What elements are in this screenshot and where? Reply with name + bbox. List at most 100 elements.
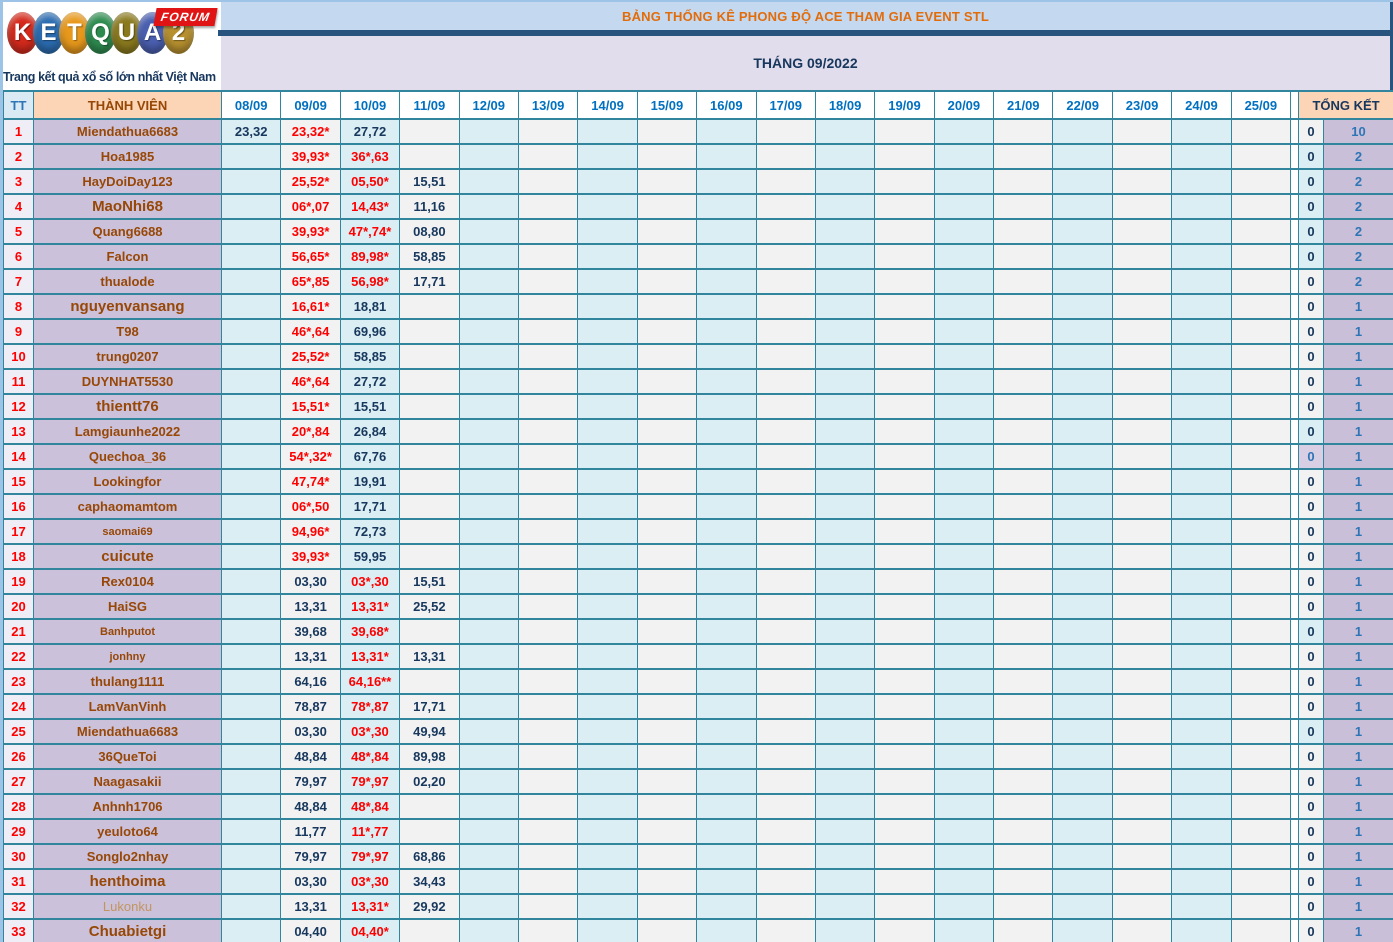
score-cell[interactable] (1111, 843, 1173, 870)
score-cell[interactable] (814, 218, 876, 245)
row-number-cell[interactable]: 21 (3, 618, 34, 645)
score-cell[interactable] (874, 893, 935, 920)
score-cell[interactable]: 39,93* (280, 543, 341, 570)
score-cell[interactable] (755, 618, 816, 645)
zero-count-cell[interactable]: 0 (1298, 243, 1325, 270)
total-count-cell[interactable]: 1 (1323, 418, 1393, 445)
score-cell[interactable] (755, 393, 816, 420)
score-cell[interactable]: 79*,97 (339, 768, 401, 795)
score-cell[interactable] (874, 393, 935, 420)
score-cell[interactable]: 78,87 (280, 693, 341, 720)
score-cell[interactable] (993, 118, 1054, 145)
score-cell[interactable] (933, 343, 995, 370)
score-cell[interactable]: 15,51 (339, 393, 401, 420)
score-cell[interactable]: 02,20 (399, 768, 460, 795)
member-name-cell[interactable]: Lukonku (33, 893, 222, 920)
zero-count-cell[interactable]: 0 (1298, 518, 1325, 545)
score-cell[interactable]: 69,96 (339, 318, 401, 345)
score-cell[interactable] (1230, 193, 1292, 220)
score-cell[interactable] (814, 168, 876, 195)
zero-count-cell[interactable]: 0 (1298, 118, 1325, 145)
score-cell[interactable] (1052, 293, 1113, 320)
score-cell[interactable] (993, 693, 1054, 720)
score-cell[interactable]: 04,40 (280, 918, 341, 942)
score-cell[interactable] (636, 418, 698, 445)
score-cell[interactable] (696, 893, 757, 920)
score-cell[interactable] (1052, 543, 1113, 570)
score-cell[interactable] (933, 218, 995, 245)
score-cell[interactable] (696, 868, 757, 895)
zero-count-cell[interactable]: 0 (1298, 918, 1325, 942)
score-cell[interactable] (696, 468, 757, 495)
score-cell[interactable] (517, 268, 579, 295)
score-cell[interactable] (577, 693, 638, 720)
score-cell[interactable] (1111, 218, 1173, 245)
row-number-cell[interactable]: 8 (3, 293, 34, 320)
row-number-cell[interactable]: 10 (3, 343, 34, 370)
score-cell[interactable] (458, 793, 519, 820)
score-cell[interactable] (1111, 293, 1173, 320)
zero-count-cell[interactable]: 0 (1298, 868, 1325, 895)
score-cell[interactable] (1230, 793, 1292, 820)
member-name-cell[interactable]: DUYNHAT5530 (33, 368, 222, 395)
score-cell[interactable] (517, 643, 579, 670)
score-cell[interactable] (517, 243, 579, 270)
score-cell[interactable] (636, 443, 698, 470)
score-cell[interactable] (220, 593, 282, 620)
score-cell[interactable] (933, 893, 995, 920)
score-cell[interactable] (1111, 868, 1173, 895)
score-cell[interactable] (458, 268, 519, 295)
total-count-cell[interactable]: 1 (1323, 393, 1393, 420)
score-cell[interactable] (399, 318, 460, 345)
score-cell[interactable] (636, 268, 698, 295)
zero-count-cell[interactable]: 0 (1298, 743, 1325, 770)
score-cell[interactable] (458, 143, 519, 170)
column-header-total[interactable]: TỔNG KẾT (1298, 90, 1393, 120)
score-cell[interactable] (1052, 368, 1113, 395)
score-cell[interactable] (755, 193, 816, 220)
score-cell[interactable] (933, 293, 995, 320)
row-number-cell[interactable]: 2 (3, 143, 34, 170)
score-cell[interactable]: 13,31 (280, 593, 341, 620)
score-cell[interactable] (993, 593, 1054, 620)
score-cell[interactable] (1111, 168, 1173, 195)
column-header-date[interactable]: 09/09 (280, 90, 341, 120)
zero-count-cell[interactable]: 0 (1298, 218, 1325, 245)
score-cell[interactable] (1111, 818, 1173, 845)
score-cell[interactable] (993, 393, 1054, 420)
score-cell[interactable] (696, 243, 757, 270)
score-cell[interactable] (814, 668, 876, 695)
score-cell[interactable] (1171, 743, 1232, 770)
score-cell[interactable] (1052, 818, 1113, 845)
score-cell[interactable]: 03*,30 (339, 568, 401, 595)
score-cell[interactable] (1230, 618, 1292, 645)
score-cell[interactable] (636, 168, 698, 195)
score-cell[interactable] (696, 293, 757, 320)
score-cell[interactable] (1111, 343, 1173, 370)
score-cell[interactable]: 56,65* (280, 243, 341, 270)
score-cell[interactable] (1230, 318, 1292, 345)
member-name-cell[interactable]: MaoNhi68 (33, 193, 222, 220)
row-number-cell[interactable]: 25 (3, 718, 34, 745)
score-cell[interactable] (220, 393, 282, 420)
score-cell[interactable] (696, 218, 757, 245)
score-cell[interactable] (874, 418, 935, 445)
score-cell[interactable] (874, 118, 935, 145)
member-name-cell[interactable]: Lookingfor (33, 468, 222, 495)
score-cell[interactable] (636, 218, 698, 245)
score-cell[interactable] (1111, 618, 1173, 645)
score-cell[interactable]: 48,84 (280, 793, 341, 820)
score-cell[interactable] (1171, 118, 1232, 145)
score-cell[interactable] (993, 618, 1054, 645)
score-cell[interactable] (1171, 193, 1232, 220)
score-cell[interactable] (874, 693, 935, 720)
score-cell[interactable] (1111, 793, 1173, 820)
score-cell[interactable] (993, 493, 1054, 520)
total-count-cell[interactable]: 1 (1323, 293, 1393, 320)
score-cell[interactable] (517, 868, 579, 895)
score-cell[interactable] (458, 543, 519, 570)
member-name-cell[interactable]: Banhputot (33, 618, 222, 645)
score-cell[interactable] (1171, 343, 1232, 370)
score-cell[interactable]: 79*,97 (339, 843, 401, 870)
score-cell[interactable] (993, 868, 1054, 895)
